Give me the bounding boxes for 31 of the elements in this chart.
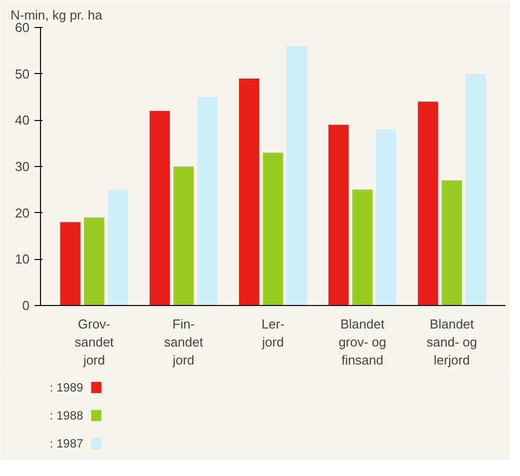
- bar: [197, 97, 218, 306]
- x-tick-label: Blandet sand- og lerjord: [426, 316, 478, 368]
- x-tick-label: Fin- sandet jord: [164, 316, 204, 368]
- bar: [239, 78, 260, 306]
- y-tick-label: 50: [15, 66, 30, 82]
- legend-label: : 1987: [50, 436, 84, 450]
- x-tick-label: Blandet grov- og finsand: [338, 316, 386, 368]
- bar: [173, 166, 194, 306]
- bar: [286, 46, 307, 306]
- legend-label: : 1989: [50, 380, 84, 394]
- y-tick-label: 30: [15, 159, 30, 174]
- y-tick-label: 40: [15, 112, 30, 128]
- y-tick-label: 20: [15, 205, 30, 220]
- legend-label: : 1988: [50, 408, 84, 422]
- bar: [150, 110, 170, 306]
- bar: [60, 222, 80, 306]
- bar: [262, 152, 284, 306]
- y-tick-label: 60: [15, 20, 30, 35]
- y-tick-label: 10: [15, 252, 30, 267]
- bar: [328, 124, 349, 306]
- y-axis-title: N-min, kg pr. ha: [10, 8, 104, 22]
- x-tick-label: Ler- jord: [261, 316, 285, 350]
- y-tick-label: 0: [22, 298, 30, 313]
- bar: [442, 180, 462, 306]
- bar: [466, 74, 486, 306]
- bar: [418, 102, 438, 306]
- bar: [84, 217, 104, 306]
- bar: [108, 190, 128, 306]
- bar: [376, 129, 396, 306]
- x-tick-label: Grov- sandet jord: [74, 316, 114, 368]
- bar: [352, 190, 373, 306]
